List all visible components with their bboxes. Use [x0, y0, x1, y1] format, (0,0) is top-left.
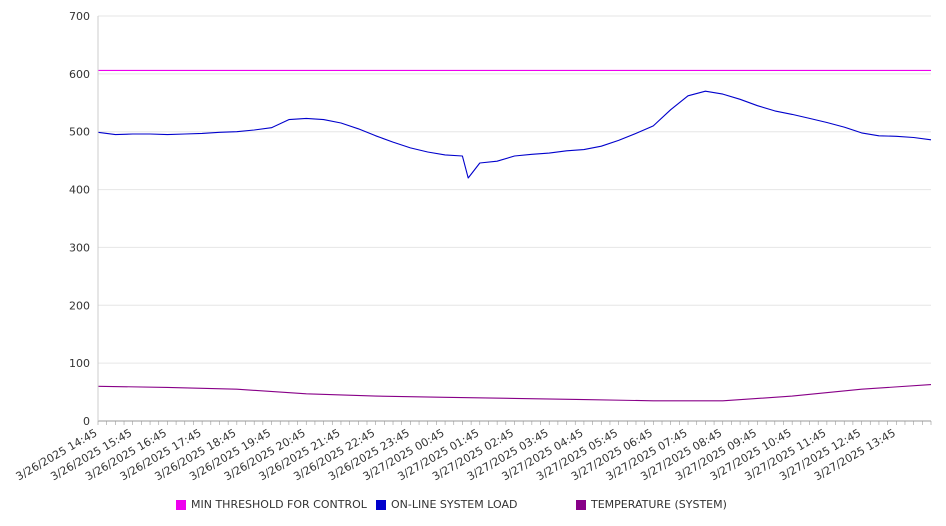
series-line-system-load: [97, 90, 932, 179]
y-tick-label-500: 500: [69, 126, 90, 139]
series-lines: [97, 69, 932, 402]
y-tick-label-400: 400: [69, 184, 90, 197]
legend-item-system-load: ON-LINE SYSTEM LOAD: [376, 498, 517, 511]
y-tick-label-700: 700: [69, 10, 90, 23]
legend-swatch-threshold: [176, 499, 186, 510]
legend-label-system-load: ON-LINE SYSTEM LOAD: [391, 498, 518, 511]
legend: MIN THRESHOLD FOR CONTROL ON-LINE SYSTEM…: [0, 498, 946, 518]
legend-label-temperature: TEMPERATURE (SYSTEM): [591, 498, 727, 511]
y-tick-label-600: 600: [69, 68, 90, 81]
y-tick-label-100: 100: [69, 357, 90, 370]
y-tick-label-300: 300: [69, 241, 90, 254]
grid-lines: [98, 15, 931, 422]
legend-swatch-system-load: [376, 499, 386, 510]
series-line-temperature: [97, 384, 932, 402]
x-axis-ticks: 3/26/2025 14:453/26/2025 15:453/26/2025 …: [14, 421, 932, 483]
legend-item-temperature: TEMPERATURE (SYSTEM): [576, 498, 727, 511]
y-tick-label-200: 200: [69, 299, 90, 312]
y-tick-label-0: 0: [83, 415, 90, 428]
legend-label-threshold: MIN THRESHOLD FOR CONTROL: [191, 498, 367, 511]
legend-item-threshold: MIN THRESHOLD FOR CONTROL: [176, 498, 367, 511]
legend-swatch-temperature: [576, 499, 586, 510]
y-axis-ticks: 0 100 200 300 400 500 600 700: [69, 10, 90, 428]
